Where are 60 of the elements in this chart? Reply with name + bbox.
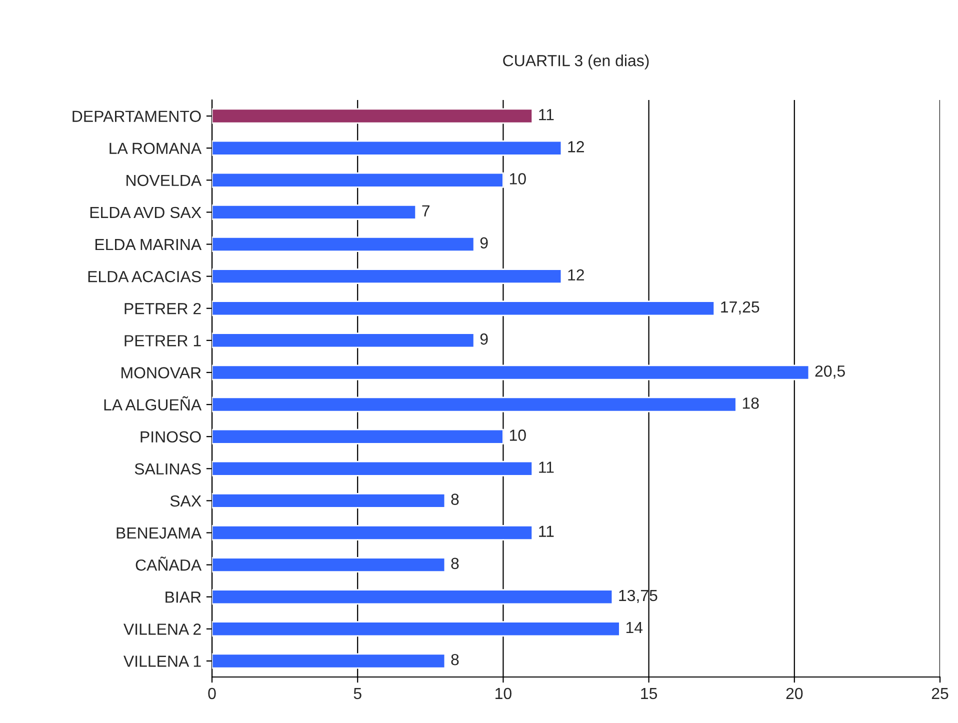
data-label: 8	[451, 654, 459, 666]
y-tick-label: LA ROMANA	[110, 142, 202, 154]
data-label: 14	[626, 622, 643, 634]
data-label: 11	[539, 526, 554, 537]
bar	[212, 557, 446, 573]
bar	[212, 492, 446, 508]
y-tick-label: NOVELDA	[126, 174, 202, 186]
y-tick-label: LA ALGUEÑA	[104, 396, 202, 410]
bar	[212, 204, 417, 220]
y-tick-label: BENEJAMA	[116, 528, 202, 539]
y-tick-label: PETRER 2	[124, 302, 201, 314]
bar	[212, 140, 562, 156]
bar	[212, 621, 620, 637]
y-tick-label: CAÑADA	[136, 556, 202, 571]
y-tick-label: VILLENA 2	[124, 624, 201, 635]
y-tick-label: DEPARTAMENTO	[72, 110, 201, 122]
bar	[212, 172, 504, 188]
bar	[212, 108, 534, 124]
data-label: 9	[480, 333, 488, 345]
y-tick-label: PETRER 1	[124, 335, 201, 346]
bar	[212, 236, 475, 252]
chart-title: CUARTIL 3 (en dias)	[503, 54, 649, 70]
y-tick-label: MONOVAR	[122, 367, 201, 378]
bar	[212, 396, 737, 412]
y-tick-label: PINOSO	[140, 431, 201, 443]
x-tick-label: 15	[641, 688, 658, 700]
bar	[212, 300, 716, 316]
bar	[212, 460, 534, 476]
data-label: 12	[568, 141, 584, 152]
x-tick-label: 20	[786, 688, 803, 700]
x-tick-label: 0	[208, 688, 216, 700]
bar	[212, 653, 446, 669]
bar	[212, 589, 614, 605]
x-tick-label: 10	[496, 688, 512, 700]
x-tick-label: 5	[354, 688, 362, 700]
y-tick-label: ELDA ACACIAS	[88, 270, 201, 282]
data-label: 17,25	[721, 301, 760, 315]
bar	[212, 428, 504, 444]
y-tick-label: ELDA AVD SAX	[90, 206, 202, 218]
y-tick-label: ELDA MARINA	[95, 239, 202, 250]
data-label: 9	[480, 237, 488, 249]
data-label: 10	[510, 173, 526, 184]
bar	[212, 332, 475, 348]
bar	[212, 268, 562, 284]
y-tick-label: SAX	[170, 495, 202, 507]
y-tick-label: SALINAS	[134, 463, 201, 475]
data-label: 11	[539, 462, 554, 473]
data-label: 8	[451, 494, 459, 505]
data-label: 7	[422, 205, 430, 216]
x-tick-label: 25	[932, 688, 948, 700]
y-tick-label: VILLENA 1	[124, 656, 201, 667]
y-tick-label: BIAR	[166, 592, 201, 603]
data-label: 11	[539, 109, 554, 120]
data-label: 10	[510, 430, 526, 441]
bar	[212, 525, 534, 540]
data-label: 8	[451, 558, 459, 570]
data-label: 12	[568, 269, 584, 280]
data-label: 18	[742, 398, 759, 409]
bar	[212, 364, 810, 380]
data-label: 20,5	[815, 365, 845, 379]
